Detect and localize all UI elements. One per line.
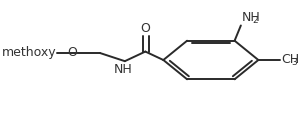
Text: O: O xyxy=(141,22,151,35)
Text: O: O xyxy=(67,46,77,59)
Text: NH: NH xyxy=(242,11,261,24)
Text: 3: 3 xyxy=(291,58,297,67)
Text: 2: 2 xyxy=(252,16,258,25)
Text: CH: CH xyxy=(281,53,299,66)
Text: methoxy: methoxy xyxy=(2,46,56,60)
Text: NH: NH xyxy=(114,63,133,76)
